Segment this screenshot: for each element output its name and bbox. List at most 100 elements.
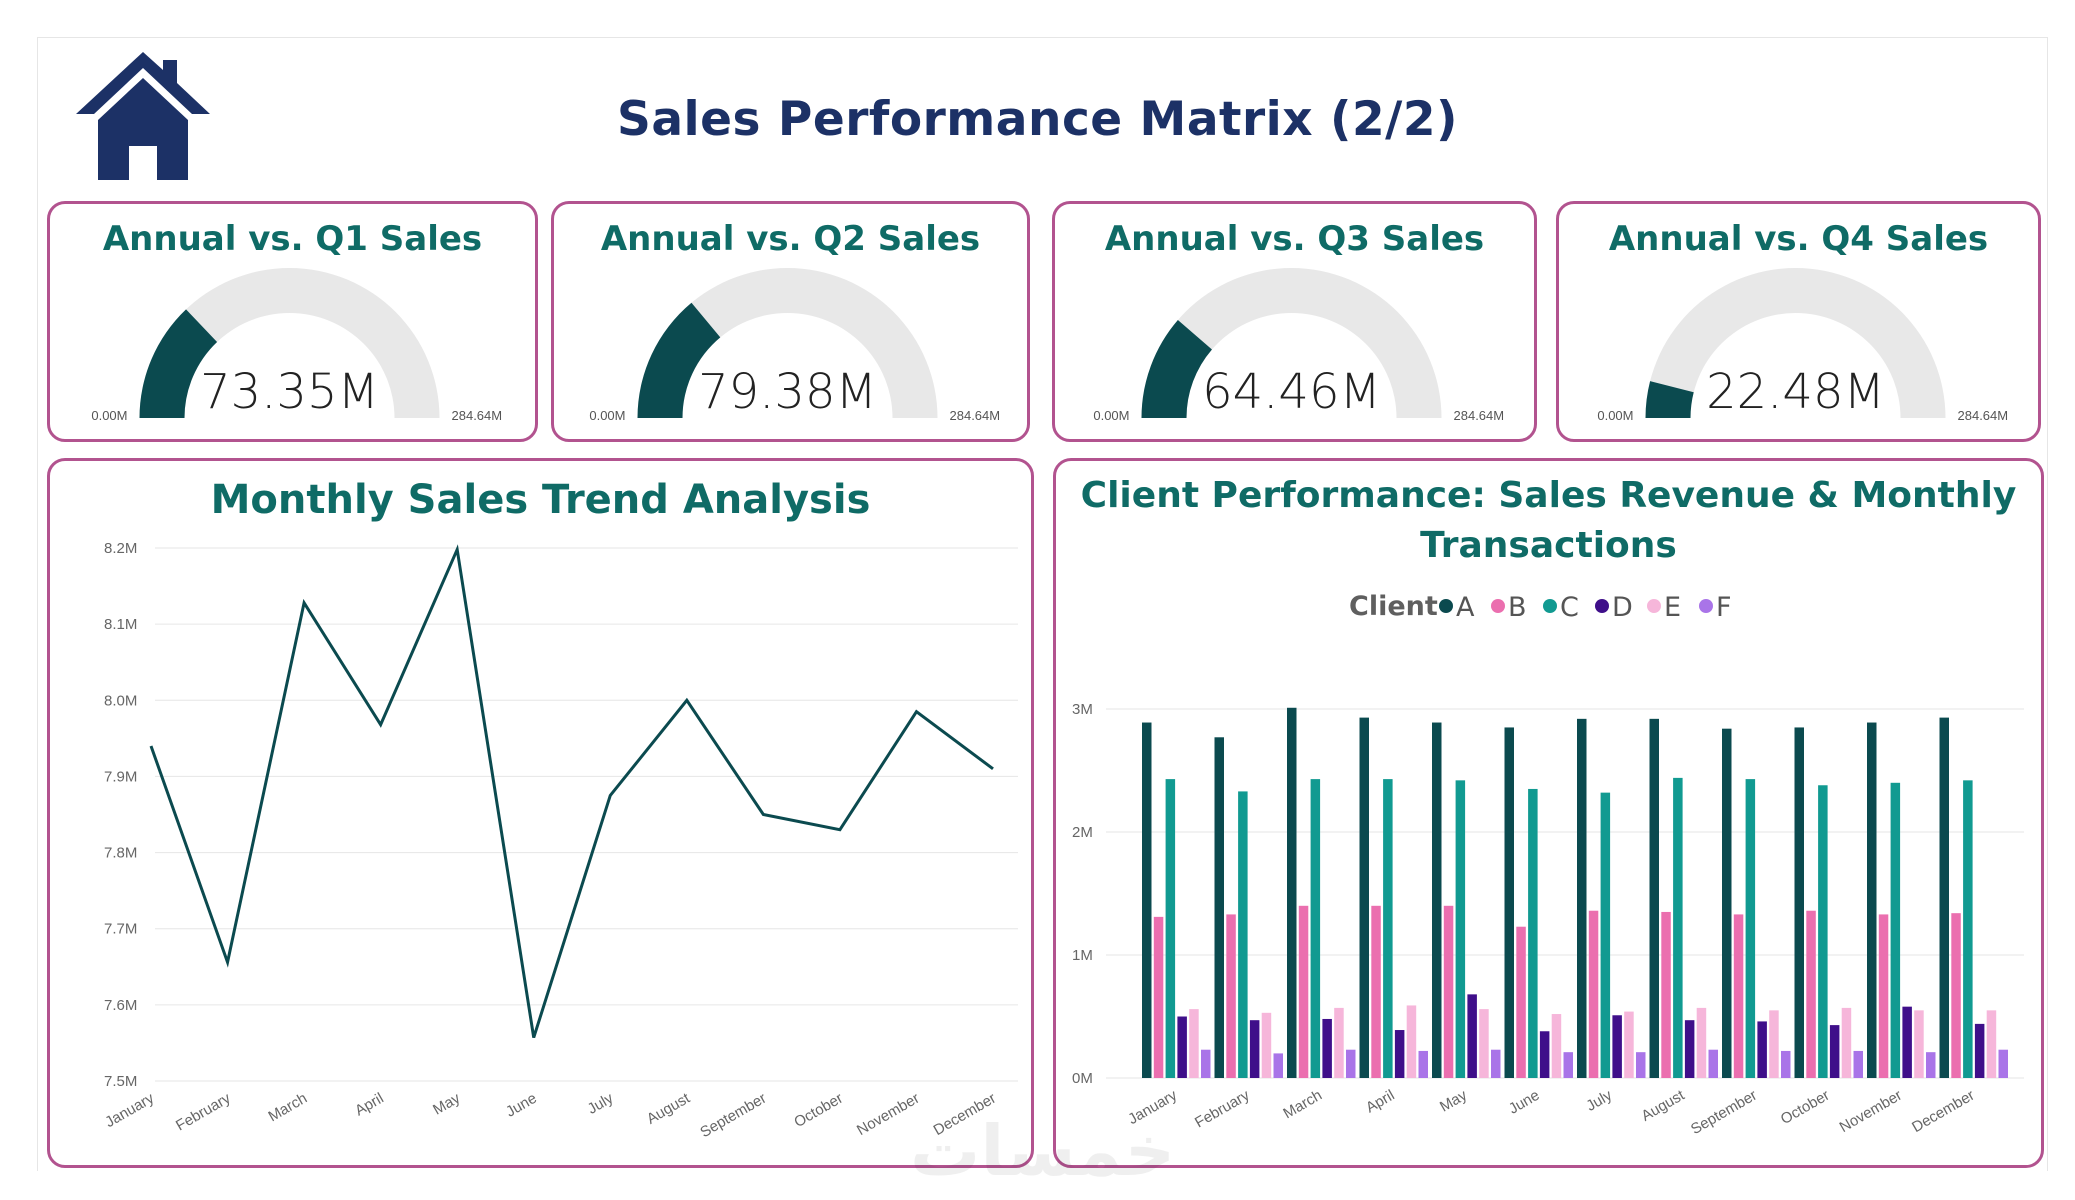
gauge-card-q2: Annual vs. Q2 Sales 79.38M 0.00M 284.64M	[551, 201, 1030, 442]
gauge-title: Annual vs. Q2 Sales	[600, 219, 981, 259]
gauge-title: Annual vs. Q4 Sales	[1608, 219, 1989, 259]
gauge-max-label: 284.64M	[950, 408, 1001, 423]
bar-e	[1914, 1010, 1924, 1078]
bar-b	[1661, 911, 1671, 1078]
gauge-value: 22.48M	[1706, 364, 1885, 420]
x-tick-label: March	[265, 1090, 310, 1126]
bar-b	[1951, 913, 1961, 1078]
legend-marker-c	[1543, 599, 1557, 613]
bar-f	[1636, 1052, 1646, 1078]
x-tick-label: July	[1583, 1086, 1615, 1114]
x-tick-label: October	[1778, 1087, 1833, 1128]
y-tick-label: 1M	[1072, 947, 1093, 964]
bar-d	[1539, 1031, 1550, 1078]
bar-a	[1939, 717, 1949, 1078]
bar-a	[1794, 727, 1804, 1078]
y-tick-label: 7.9M	[104, 768, 137, 785]
legend-marker-b	[1491, 599, 1505, 613]
bar-a	[1432, 722, 1442, 1078]
gauge-value: 79.38M	[698, 364, 877, 420]
y-tick-label: 2M	[1072, 824, 1093, 841]
bar-e	[1841, 1007, 1852, 1078]
x-tick-label: June	[1506, 1087, 1543, 1118]
legend-marker-f	[1699, 599, 1713, 613]
legend-marker-d	[1595, 599, 1609, 613]
bar-f	[1273, 1053, 1283, 1078]
bar-e	[1551, 1014, 1562, 1078]
bar-e	[1406, 1005, 1417, 1078]
bar-b	[1588, 910, 1599, 1078]
bar-d	[1322, 1018, 1332, 1078]
y-tick-label: 7.5M	[104, 1073, 137, 1090]
legend-label-d: D	[1612, 592, 1633, 623]
gauge-card-q4: Annual vs. Q4 Sales 22.48M 0.00M 284.64M	[1556, 201, 2041, 442]
gauge-track	[637, 268, 938, 418]
y-tick-label: 8.1M	[104, 616, 137, 633]
bar-c	[1165, 779, 1176, 1078]
bar-c	[1673, 777, 1683, 1078]
bar-c	[1455, 780, 1466, 1078]
y-tick-label: 3M	[1072, 701, 1093, 718]
gauge-min-label: 0.00M	[589, 408, 625, 423]
bar-f	[1998, 1049, 2008, 1078]
bar-c	[1310, 779, 1321, 1078]
bar-d	[1902, 1006, 1912, 1078]
bar-a	[1649, 718, 1659, 1078]
gauge-card-q1: Annual vs. Q1 Sales 73.35M 0.00M 284.64M	[47, 201, 538, 442]
bar-chart-title-line2: Transactions	[1420, 525, 1677, 566]
x-tick-label: April	[1363, 1087, 1397, 1117]
gauge-max-label: 284.64M	[1454, 408, 1505, 423]
bar-c	[1963, 780, 1973, 1078]
bar-a	[1867, 722, 1877, 1078]
bar-c	[1818, 785, 1828, 1078]
bar-b	[1733, 914, 1744, 1078]
gauge-value: 73.35M	[200, 364, 379, 420]
bar-e	[1624, 1011, 1634, 1078]
home-icon[interactable]	[74, 46, 212, 184]
bar-b	[1298, 905, 1309, 1078]
legend-label-c: C	[1560, 592, 1579, 623]
bar-b	[1516, 926, 1526, 1078]
gauge-min-label: 0.00M	[91, 408, 127, 423]
page-title: Sales Performance Matrix (2/2)	[616, 92, 1458, 147]
gauge-q4: 22.48M 0.00M 284.64M	[1597, 268, 2008, 423]
gauge-fill	[139, 309, 218, 418]
y-tick-label: 7.6M	[104, 997, 137, 1014]
legend-label-a: A	[1456, 592, 1475, 623]
line-chart: 7.5M 7.6M 7.7M 7.8M 7.9M 8.0M 8.1M 8.2M January F…	[102, 540, 1018, 1141]
bar-f	[1781, 1050, 1791, 1078]
bar-f	[1563, 1052, 1573, 1078]
bar-c	[1745, 779, 1756, 1078]
bar-b	[1878, 914, 1889, 1078]
bar-e	[1261, 1012, 1272, 1078]
bar-a	[1722, 728, 1732, 1078]
legend-title: Client	[1349, 591, 1438, 622]
gauge-min-label: 0.00M	[1597, 408, 1633, 423]
bar-a	[1142, 722, 1152, 1078]
gauge-title: Annual vs. Q3 Sales	[1104, 219, 1485, 259]
y-tick-label: 7.7M	[104, 921, 137, 938]
bar-b	[1443, 905, 1454, 1078]
gauge-track	[1645, 268, 1946, 418]
x-tick-label: April	[352, 1090, 386, 1120]
x-tick-label: October	[791, 1090, 846, 1131]
bar-b	[1226, 914, 1236, 1078]
bar-c	[1528, 788, 1538, 1078]
legend-marker-a	[1439, 599, 1453, 613]
bar-b	[1806, 910, 1816, 1078]
bar-d	[1177, 1016, 1187, 1078]
bar-d	[1249, 1020, 1260, 1078]
bar-f	[1491, 1049, 1501, 1078]
legend-label-e: E	[1664, 592, 1681, 623]
bar-e	[1986, 1010, 1997, 1078]
x-tick-label: July	[585, 1089, 617, 1117]
y-tick-label: 8.0M	[104, 692, 137, 709]
legend-label-f: F	[1716, 592, 1732, 623]
sales-trend-line	[149, 544, 994, 1039]
legend-label-b: B	[1508, 592, 1527, 623]
bar-d	[1974, 1023, 1985, 1078]
x-tick-label: August	[644, 1089, 694, 1127]
x-tick-label: February	[1192, 1086, 1253, 1131]
gauge-fill	[637, 302, 721, 418]
gauge-title: Annual vs. Q1 Sales	[102, 219, 483, 259]
